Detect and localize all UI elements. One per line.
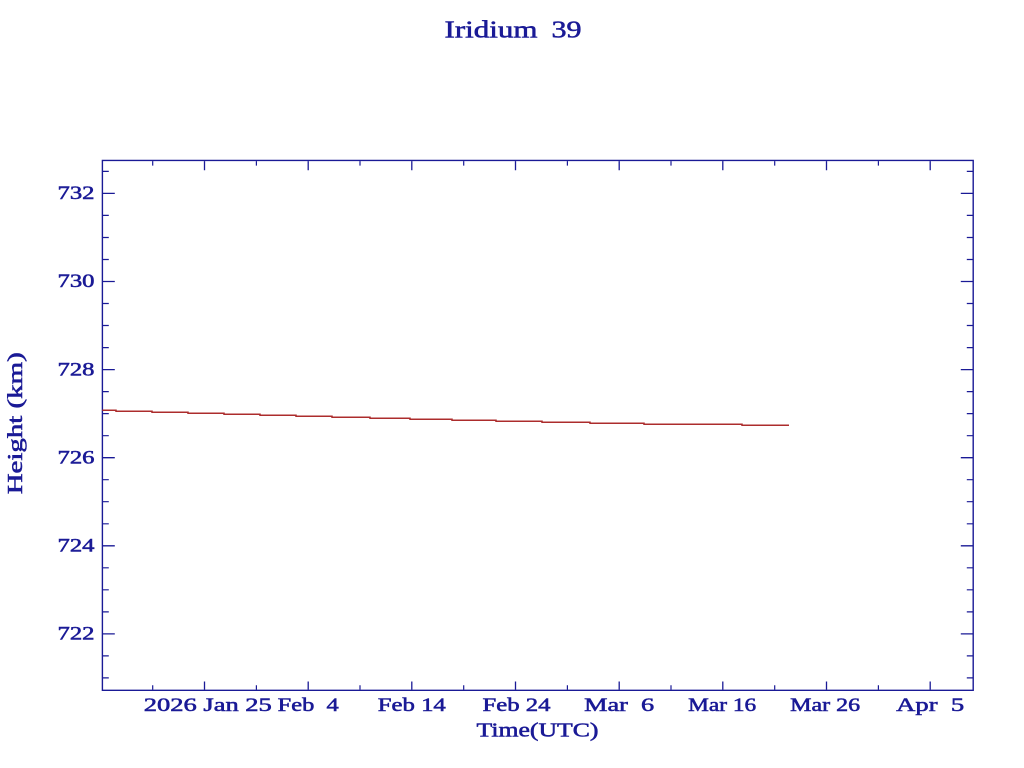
svg-text:726: 726 xyxy=(58,447,95,468)
svg-text:730: 730 xyxy=(58,271,95,292)
svg-text:2026 Jan 25: 2026 Jan 25 xyxy=(144,695,272,716)
svg-text:Mar 6: Mar 6 xyxy=(584,695,654,716)
svg-text:722: 722 xyxy=(58,624,95,645)
svg-text:732: 732 xyxy=(58,183,95,204)
svg-text:724: 724 xyxy=(58,536,96,557)
svg-text:Apr 5: Apr 5 xyxy=(896,695,964,716)
svg-text:Mar 16: Mar 16 xyxy=(688,695,756,716)
svg-text:Mar 26: Mar 26 xyxy=(790,695,860,716)
svg-text:Time(UTC): Time(UTC) xyxy=(477,720,599,742)
svg-text:Feb 14: Feb 14 xyxy=(378,695,447,716)
svg-text:Feb 4: Feb 4 xyxy=(278,695,340,716)
svg-text:39: 39 xyxy=(552,18,582,44)
svg-text:728: 728 xyxy=(58,359,95,380)
svg-text:Feb 24: Feb 24 xyxy=(483,695,552,716)
svg-text:Iridium: Iridium xyxy=(445,18,538,44)
svg-text:Height (km): Height (km) xyxy=(3,352,27,494)
